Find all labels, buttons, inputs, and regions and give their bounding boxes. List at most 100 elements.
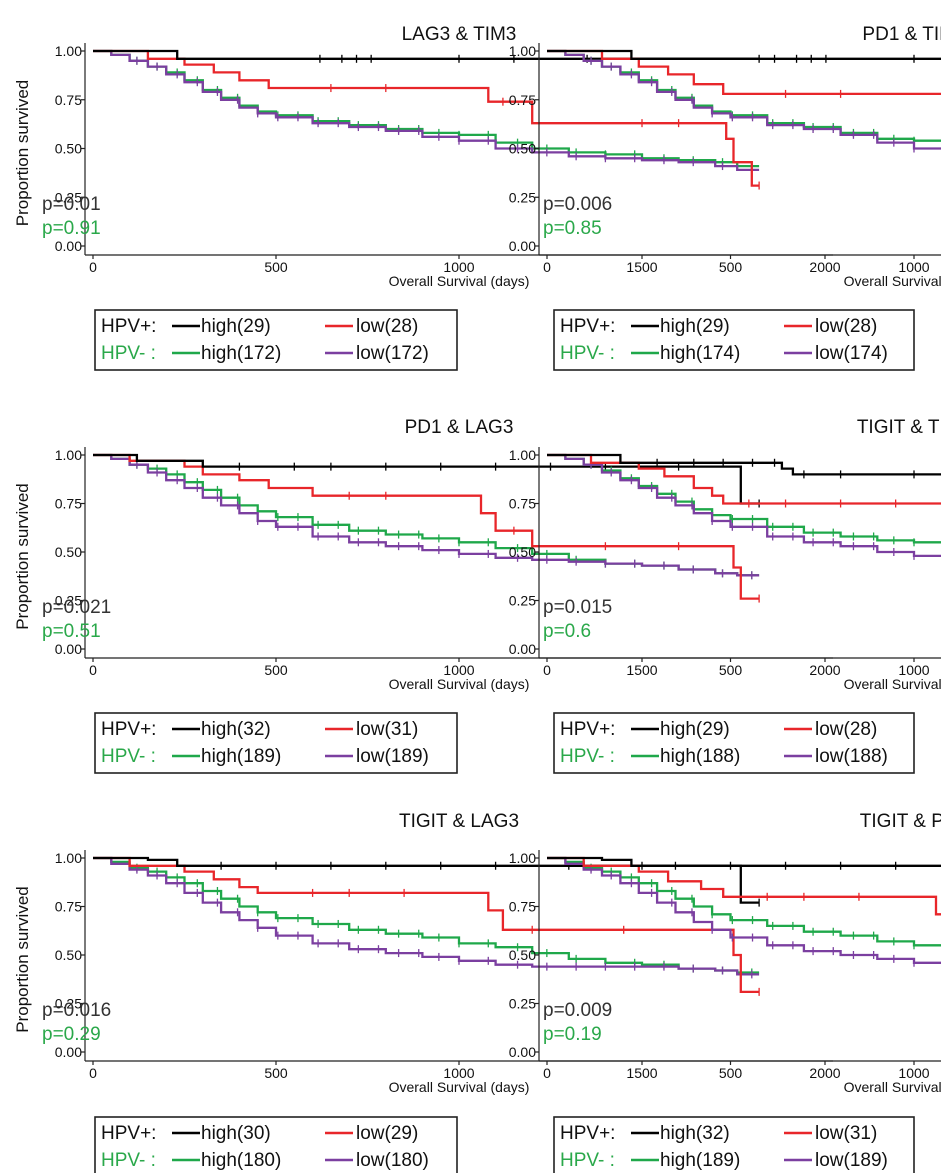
- panel-title: LAG3 & TIM3: [402, 24, 517, 45]
- legend-entry: high(32): [201, 719, 271, 740]
- survival-curve: [93, 49, 760, 168]
- legend-label-hpv-neg: HPV- :: [101, 746, 156, 767]
- p-value-hpv-neg: p=0.19: [543, 1024, 602, 1045]
- y-axis-label: Proportion survived: [13, 886, 32, 1032]
- legend-entry: high(188): [660, 746, 740, 767]
- survival-curve: [547, 49, 941, 150]
- survival-curve: [547, 453, 941, 476]
- x-tick-label: 2000: [809, 259, 840, 275]
- x-tick-label: 500: [264, 662, 288, 678]
- y-tick-label: 0.00: [55, 238, 82, 254]
- series-HPVpos-high: [93, 49, 760, 63]
- survival-curve: [93, 856, 760, 904]
- legend-box: [553, 712, 915, 774]
- panel-title: TIGIT & PD1: [860, 811, 941, 832]
- legend-box: [94, 712, 458, 774]
- y-tick-label: 0.25: [509, 189, 536, 205]
- x-tick-label: 2000: [809, 1065, 840, 1081]
- y-tick-label: 1.00: [55, 850, 82, 866]
- y-axis-label: Proportion survived: [13, 80, 32, 226]
- p-value-hpv-pos: p=0.009: [543, 1000, 612, 1021]
- legend-box: [553, 309, 915, 371]
- series-HPVpos-low: [547, 49, 941, 98]
- legend-label-hpv-pos: HPV+:: [560, 316, 615, 337]
- legend: HPV+: high(32) low(31) HPV- : high(189) low(1…: [94, 712, 458, 774]
- panel-title: PD1 & TIM3: [862, 24, 941, 45]
- legend-label-hpv-neg: HPV- :: [560, 343, 615, 364]
- x-tick-label: 500: [719, 259, 743, 275]
- p-value-hpv-neg: p=0.91: [42, 218, 101, 239]
- legend-entry: high(180): [201, 1150, 281, 1171]
- legend-entry: low(188): [815, 746, 888, 767]
- x-tick-label: 1500: [626, 662, 657, 678]
- x-axis-label: Overall Survival (days): [389, 273, 530, 289]
- y-axis-label: Proportion survived: [13, 483, 32, 629]
- x-tick-label: 0: [543, 662, 551, 678]
- legend-entry: low(31): [356, 719, 418, 740]
- y-tick-label: 1.00: [55, 43, 82, 59]
- legend-label-hpv-pos: HPV+:: [560, 719, 615, 740]
- x-axis-label: Overall Survival (days): [844, 273, 941, 289]
- series-HPVpos-low: [93, 453, 760, 603]
- series-HPVneg-high: [93, 453, 760, 580]
- legend-entry: low(28): [815, 316, 877, 337]
- p-value-hpv-pos: p=0.021: [42, 597, 111, 618]
- x-tick-label: 0: [89, 1065, 97, 1081]
- legend-entry: high(29): [660, 316, 730, 337]
- legend-entry: high(29): [660, 719, 730, 740]
- legend-entry: low(28): [356, 316, 418, 337]
- y-tick-label: 0.25: [509, 593, 536, 609]
- series-HPVneg-high: [93, 856, 760, 977]
- x-tick-label: 500: [719, 1065, 743, 1081]
- survival-curve: [93, 453, 760, 577]
- p-value-hpv-neg: p=0.29: [42, 1024, 101, 1045]
- legend-entry: low(31): [815, 1123, 877, 1144]
- legend: HPV+: high(30) low(29) HPV- : high(180) low(1…: [94, 1116, 458, 1173]
- x-tick-label: 1000: [443, 1065, 474, 1081]
- y-tick-label: 1.00: [55, 447, 82, 463]
- legend-entry: low(28): [815, 719, 877, 740]
- survival-panel-2: PD1 & TIM3 0.00 0.25 0.50 0.75 1.00 0 500 1000 15…: [509, 24, 941, 371]
- x-axis-label: Overall Survival (days): [389, 676, 530, 692]
- y-tick-label: 1.00: [509, 850, 536, 866]
- series-HPVneg-low: [93, 49, 760, 174]
- legend-entry: high(172): [201, 343, 281, 364]
- x-tick-label: 0: [543, 259, 551, 275]
- y-tick-label: 0.00: [55, 1044, 82, 1060]
- p-value-hpv-pos: p=0.01: [42, 194, 101, 215]
- survival-curve: [93, 49, 760, 172]
- y-tick-label: 0.00: [509, 238, 536, 254]
- y-tick-label: 0.50: [55, 141, 82, 157]
- survival-curve: [93, 453, 760, 505]
- series-HPVpos-high: [547, 453, 941, 479]
- y-tick-label: 0.75: [509, 899, 536, 915]
- y-tick-label: 0.50: [509, 141, 536, 157]
- series-HPVpos-low: [547, 453, 941, 508]
- x-tick-label: 1500: [626, 1065, 657, 1081]
- legend-entry: high(189): [201, 746, 281, 767]
- y-tick-label: 0.75: [509, 496, 536, 512]
- p-value-hpv-pos: p=0.006: [543, 194, 612, 215]
- y-tick-label: 0.50: [509, 947, 536, 963]
- series-HPVneg-low: [547, 453, 941, 560]
- series-HPVneg-low: [93, 453, 760, 580]
- series-HPVpos-low: [93, 856, 760, 996]
- x-axis-label: Overall Survival (days): [844, 676, 941, 692]
- legend-entry: low(189): [356, 746, 429, 767]
- y-tick-label: 0.50: [509, 544, 536, 560]
- x-axis-label: Overall Survival (days): [389, 1079, 530, 1095]
- panel-title: TIGIT & TIM3: [857, 417, 941, 438]
- survival-curve: [93, 453, 760, 600]
- series-HPVneg-low: [93, 856, 760, 979]
- survival-panel-1: LAG3 & TIM3 0.00 0.25 0.50 0.75 1.00 0 500 1000 1…: [13, 24, 841, 371]
- x-tick-label: 1000: [898, 1065, 929, 1081]
- legend-label-hpv-neg: HPV- :: [101, 1150, 156, 1171]
- survival-panel-4: TIGIT & TIM3 0.00 0.25 0.50 0.75 1.00 0 500 1000…: [509, 417, 941, 774]
- legend-box: [94, 309, 458, 371]
- y-tick-label: 0.75: [55, 496, 82, 512]
- x-tick-label: 500: [264, 259, 288, 275]
- survival-curve: [93, 453, 760, 577]
- x-tick-label: 1500: [626, 259, 657, 275]
- survival-curve: [547, 49, 941, 60]
- y-tick-label: 0.25: [55, 189, 82, 205]
